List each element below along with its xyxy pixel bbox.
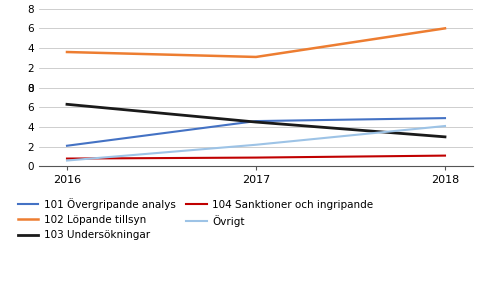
Legend: 101 Övergripande analys, 102 Löpande tillsyn, 103 Undersökningar, 104 Sanktioner: 101 Övergripande analys, 102 Löpande til… xyxy=(14,194,377,245)
